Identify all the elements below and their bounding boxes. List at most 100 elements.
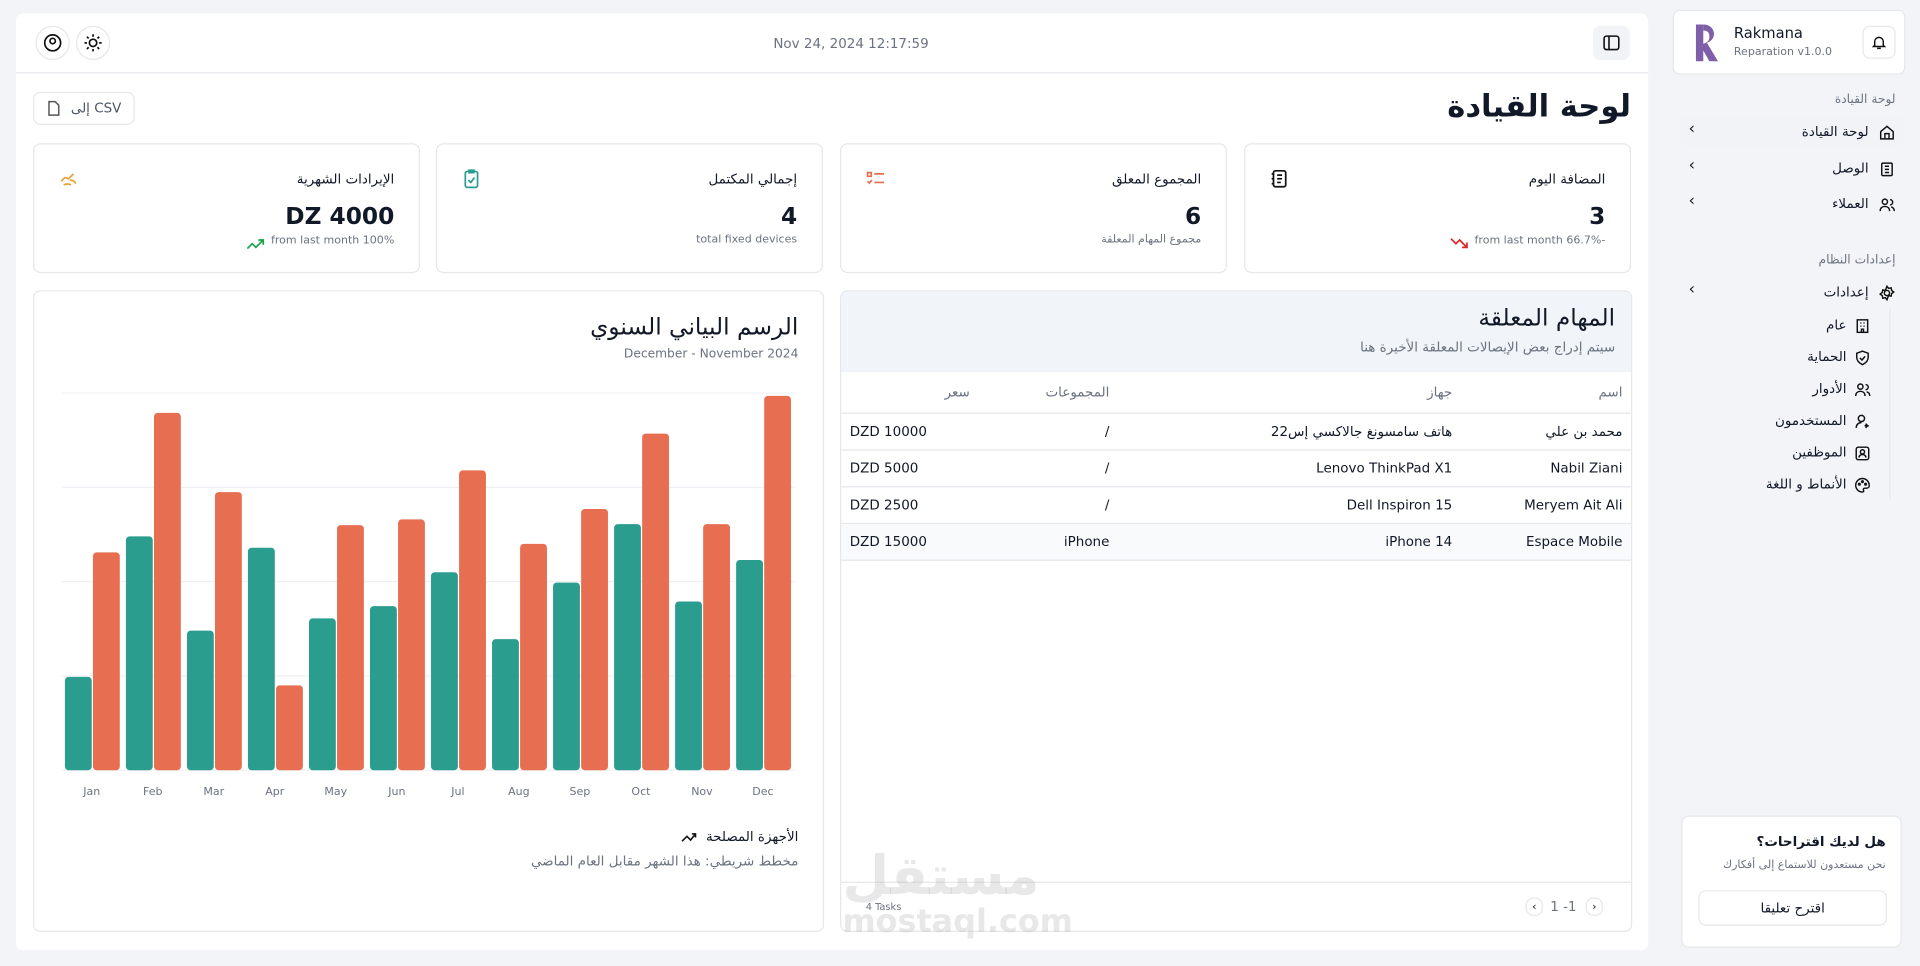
icon-shape [866, 171, 885, 185]
subnav-item[interactable]: الأدوار [1714, 381, 1879, 405]
stat-title: المضافة اليوم [1528, 171, 1606, 188]
bar [337, 525, 364, 771]
stat-title: المجموع المعلق [1112, 171, 1202, 188]
stat-note-row: from last month 66.7%- [1450, 234, 1605, 249]
bar [370, 606, 397, 771]
theme-button[interactable] [75, 25, 111, 61]
icon-shape [1879, 125, 1894, 140]
bar [764, 395, 792, 771]
watermark-en: mostaql.com [842, 903, 1073, 941]
icon-shape [1860, 480, 1865, 484]
nav-label: العملاء [1832, 195, 1869, 212]
table-cell: Lenovo ThinkPad X1 [1316, 460, 1453, 477]
icon [1878, 284, 1896, 306]
export-button[interactable]: إلى CSV [33, 91, 135, 125]
chart-footer-subtitle: مخطط شريطي: هذا الشهر مقابل العام الماضي [530, 853, 799, 870]
bar [186, 630, 214, 771]
bar [398, 519, 425, 771]
icon [59, 169, 79, 193]
nav-item[interactable]: العملاء ‹ [1680, 189, 1904, 220]
icon-shape [1856, 350, 1869, 366]
icon-shape [1450, 238, 1469, 249]
icon-shape [1854, 477, 1870, 493]
feedback-title: هل لديك اقتراحات؟ [1756, 833, 1886, 850]
icon-shape [1859, 355, 1866, 362]
stat-note-row: from last month 100% [246, 234, 394, 250]
icon-shape [464, 170, 479, 189]
table-cell: / [1104, 460, 1110, 477]
column-header: المجموعات [1045, 384, 1110, 401]
icon [1854, 445, 1871, 466]
x-tick-label: Jun [387, 785, 405, 798]
table-card: المهام المعلقة سيتم إدراج بعض الإيصالات … [840, 290, 1633, 932]
prev-page[interactable]: ‹ [1525, 897, 1543, 916]
brand-version: Reparation v1.0.0 [1733, 46, 1833, 59]
icon [1270, 169, 1290, 193]
icon-shape [1860, 322, 1865, 333]
icon-shape [1450, 238, 1469, 249]
nav-label: لوحة القيادة [1801, 123, 1869, 140]
icon-shape [1855, 446, 1870, 461]
nav-item[interactable]: لوحة القيادة ‹ [1680, 116, 1905, 147]
next-page[interactable]: › [1585, 897, 1603, 916]
bar [581, 509, 608, 771]
chart-footer: الأجهزة المصلحة [680, 829, 798, 845]
x-tick-label: Jul [450, 785, 464, 798]
bar [675, 601, 702, 771]
icon [1854, 413, 1871, 434]
table-cell: Nabil Ziani [1550, 460, 1623, 477]
stat-card: الإيرادات الشهرية DZ 4000 from last month … [33, 143, 421, 274]
x-tick-label: Oct [631, 785, 651, 798]
icon-shape [1884, 164, 1890, 173]
feedback-button[interactable]: اقترح تعليقا [1698, 890, 1887, 926]
icon-shape [1879, 198, 1895, 212]
table-row [841, 451, 1632, 488]
stat-note: total fixed devices [696, 233, 798, 247]
icon [1854, 477, 1871, 498]
icon-shape [1854, 477, 1870, 493]
bar [215, 492, 242, 771]
bar [520, 543, 547, 771]
bar [92, 552, 120, 771]
icon-shape [49, 37, 57, 45]
subnav-item[interactable]: عام [1714, 317, 1879, 341]
icon [462, 169, 482, 193]
sidebar-toggle[interactable] [1593, 25, 1630, 61]
icon [866, 169, 886, 193]
notifications[interactable] [1862, 25, 1896, 59]
stat-note: مجموع المهام المعلقة [1101, 233, 1202, 247]
icon [1879, 197, 1896, 218]
brand-card: Rakmana Reparation v1.0.0 [1672, 9, 1906, 75]
pagination: 1 -1 [1550, 898, 1577, 915]
icon-shape [43, 34, 62, 52]
header-divider [15, 72, 1649, 74]
icon-shape [1859, 449, 1866, 455]
nav-item[interactable]: إعدادات ‹ [1680, 277, 1904, 308]
table-subtitle: سيتم إدراج بعض الإيصالات المعلقة الأخيرة… [1360, 339, 1616, 356]
table-header-bg [841, 291, 1632, 373]
account-button[interactable] [35, 25, 70, 61]
datetime: Nov 24, 2024 12:17:59 [773, 35, 929, 52]
table-title: المهام المعلقة [1478, 304, 1616, 332]
subnav-item[interactable]: الحماية [1714, 349, 1879, 373]
x-tick-label: Dec [752, 785, 773, 798]
subnav-item[interactable]: الموظفين [1714, 444, 1879, 468]
icon-shape [464, 169, 479, 189]
stat-value: 4 [780, 203, 798, 231]
subnav-label: الحماية [1807, 348, 1847, 365]
bell-icon [1871, 36, 1887, 50]
icon-shape [1854, 383, 1871, 397]
icon [246, 234, 266, 250]
subnav-item[interactable]: المستخدمون [1714, 413, 1879, 437]
icon-shape [1695, 24, 1704, 62]
icon-shape [1881, 198, 1889, 206]
x-tick-label: Nov [691, 785, 713, 798]
chart-card: الرسم البياني السنوي December - November… [33, 290, 825, 932]
nav-item[interactable]: الوصل ‹ [1680, 152, 1904, 183]
subnav-item[interactable]: الأنماط و اللغة [1714, 476, 1879, 500]
column-header: جهاز [1427, 384, 1453, 401]
icon-shape [1271, 169, 1287, 188]
table-cell: Dell Inspiron 15 [1346, 497, 1453, 514]
